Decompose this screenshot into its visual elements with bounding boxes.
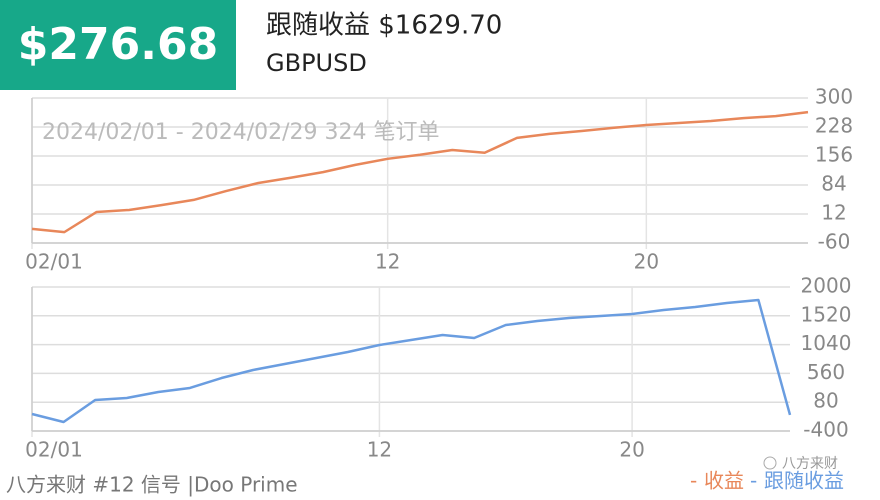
series-line	[31, 110, 809, 234]
y-tick-label: 1040	[801, 331, 852, 355]
y-tick-label: 300	[815, 85, 853, 109]
x-tick-label: 12	[367, 438, 392, 462]
footer-source: 八方来财 #12 信号 |Doo Prime	[6, 473, 298, 497]
x-tick-label: 20	[634, 250, 659, 274]
legend-label: 跟随收益	[764, 469, 844, 493]
subtitle: 2024/02/01 - 2024/02/29 324 笔订单	[42, 120, 440, 145]
y-tick-label: -60	[818, 230, 851, 254]
legend-dash: -	[690, 469, 697, 493]
x-tick-label: 02/01	[25, 438, 83, 462]
badge: $276.68	[18, 19, 218, 70]
watermark-icon	[763, 456, 777, 470]
x-tick-label: 02/01	[25, 250, 83, 274]
y-tick-label: 560	[807, 360, 845, 384]
badge-bg	[0, 0, 236, 90]
y-tick-label: 228	[815, 114, 853, 138]
y-tick-label: 12	[821, 201, 846, 225]
y-tick-label: 2000	[801, 274, 852, 298]
y-tick-label: -400	[803, 418, 848, 442]
y-tick-label: 80	[813, 389, 838, 413]
symbol: GBPUSD	[266, 49, 367, 77]
y-tick-label: 84	[821, 172, 846, 196]
y-tick-label: 156	[815, 143, 853, 167]
x-tick-label: 20	[619, 438, 644, 462]
title: 跟随收益 $1629.70	[266, 11, 502, 41]
x-tick-label: 12	[375, 250, 400, 274]
y-tick-label: 1520	[801, 302, 852, 326]
watermark: 八方来财	[782, 456, 838, 472]
series-line	[31, 298, 792, 424]
legend-label: 收益	[704, 469, 744, 493]
legend-dash: -	[750, 469, 757, 493]
